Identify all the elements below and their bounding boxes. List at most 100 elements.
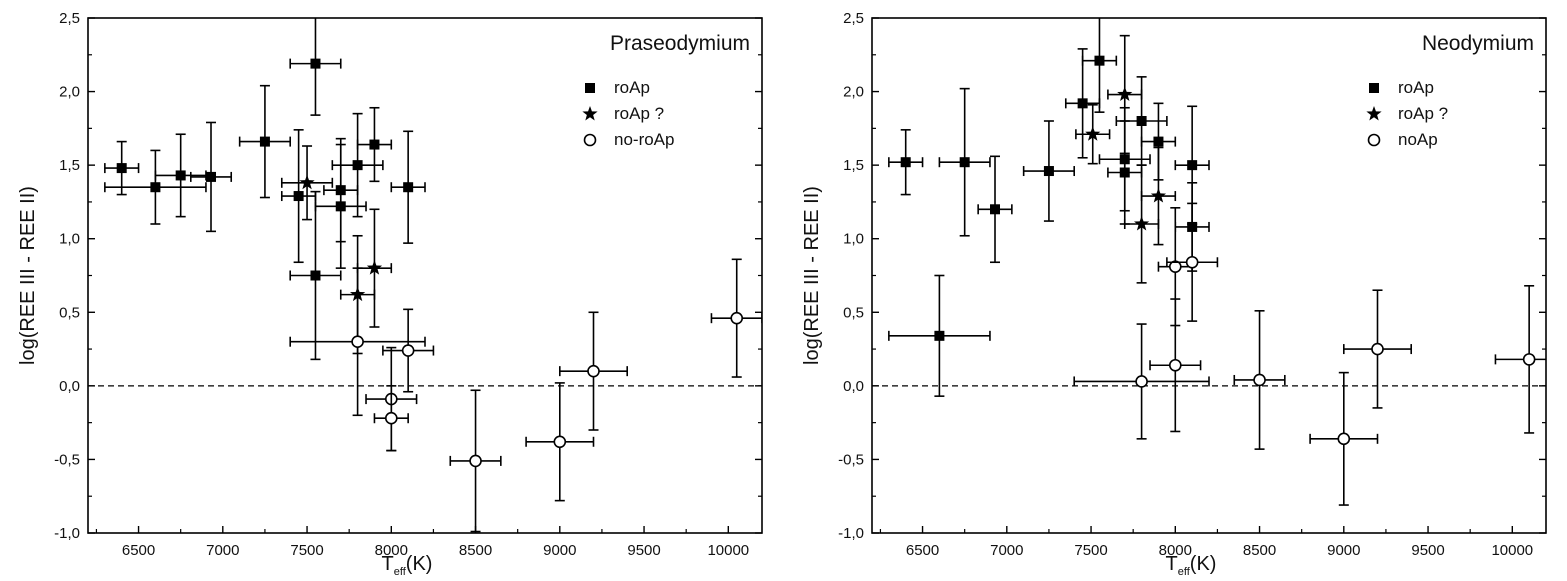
data-point-circle (384, 411, 398, 425)
x-tick-label: 7000 (990, 542, 1023, 559)
y-tick-label: 2,0 (843, 84, 864, 101)
data-point-circle (1253, 373, 1266, 387)
legend-marker-star (582, 106, 598, 121)
data-point-square (352, 160, 363, 171)
data-point-circle (553, 435, 567, 449)
x-tick-label: 9000 (543, 542, 576, 559)
legend-label: roAp ? (1398, 104, 1448, 123)
data-point-square (1119, 167, 1130, 178)
panel-title: Neodymium (1422, 32, 1534, 55)
data-point-square (900, 157, 911, 168)
data-point-circle (1185, 255, 1199, 269)
data-point-square (1094, 55, 1105, 66)
y-tick-label: -1,0 (54, 525, 80, 542)
data-point-square (1187, 160, 1198, 171)
legend-marker-star (1366, 106, 1382, 121)
data-point-circle (1522, 353, 1536, 366)
x-tick-label: 10000 (707, 542, 749, 559)
y-tick-label: 2,0 (59, 84, 80, 101)
x-tick-label: 8000 (1159, 542, 1192, 559)
data-point-square (206, 171, 217, 182)
x-tick-label: 8500 (1243, 542, 1276, 559)
data-point-square (990, 204, 1001, 215)
y-tick-label: 1,5 (843, 157, 864, 174)
data-point-circle (587, 364, 600, 378)
data-point-square (1153, 136, 1164, 147)
data-point-square (310, 58, 321, 69)
legend-label: roAp (1398, 78, 1434, 97)
legend-marker-square (1369, 83, 1379, 93)
data-point-square (959, 157, 970, 168)
y-tick-label: 1,5 (59, 157, 80, 174)
x-tick-label: 7500 (290, 542, 323, 559)
legend-marker-square (585, 83, 595, 93)
data-point-circle (401, 344, 415, 357)
data-point-circle (1337, 432, 1351, 446)
data-point-star (299, 174, 315, 190)
data-point-circle (730, 311, 744, 325)
data-point-star (1117, 86, 1133, 101)
y-tick-label: 0,5 (843, 304, 864, 321)
data-point-square (1077, 98, 1088, 109)
chart-neodymium: 6500 7000 7500 8000 8500 9000 9500 10000 -1,0 -0,… (801, 10, 1547, 578)
data-point-square (403, 182, 414, 193)
data-point-circle (469, 454, 482, 468)
data-point-square (150, 182, 161, 193)
x-axis-title: Teff(K) (1166, 553, 1217, 578)
data-point-square (934, 330, 945, 341)
panel-title: Praseodymium (610, 32, 750, 55)
x-tick-label: 7000 (206, 542, 239, 559)
data-point-square (310, 270, 321, 281)
y-tick-label: 0,0 (59, 378, 80, 395)
data-point-circle (1135, 375, 1148, 388)
x-tick-label: 9500 (1411, 542, 1444, 559)
data-point-square (175, 170, 186, 181)
data-point-star (1150, 188, 1167, 203)
x-tick-label: 7500 (1074, 542, 1107, 559)
x-axis-title: Teff(K) (382, 553, 433, 578)
data-point-square (335, 201, 346, 212)
y-tick-label: -0,5 (54, 451, 80, 468)
x-tick-label: 8000 (375, 542, 408, 559)
plot-frame (871, 17, 1547, 534)
legend-label: roAp ? (614, 104, 664, 123)
x-tick-label: 8500 (459, 542, 492, 559)
legend-label: roAp (614, 78, 650, 97)
y-axis-title: log(REE III - REE II) (17, 186, 39, 365)
y-tick-label: 2,5 (843, 10, 864, 27)
data-point-circle (1371, 342, 1384, 356)
plot-area (872, 18, 1546, 506)
data-point-square (1136, 116, 1147, 126)
x-tick-label: 9000 (1327, 542, 1360, 559)
x-tick-label: 10000 (1491, 542, 1533, 559)
legend-marker-circle (1367, 133, 1381, 147)
data-point-circle (351, 335, 364, 349)
legend-label: noAp (1398, 130, 1438, 149)
y-tick-label: 0,0 (843, 378, 864, 395)
y-tick-label: 2,5 (59, 10, 80, 27)
y-tick-label: -1,0 (838, 525, 864, 542)
data-point-star (366, 260, 383, 275)
y-axis-title: log(REE III - REE II) (801, 186, 823, 365)
y-tick-label: 1,0 (843, 231, 864, 248)
data-point-square (116, 163, 127, 174)
data-point-circle (1168, 358, 1182, 372)
y-tick-label: 0,5 (59, 304, 80, 321)
x-tick-label: 6500 (122, 542, 155, 559)
plot-frame (87, 17, 763, 534)
data-point-star (1133, 216, 1150, 231)
y-tick-label: 1,0 (59, 231, 80, 248)
legend-marker-circle (583, 133, 597, 147)
y-tick-label: -0,5 (838, 451, 864, 468)
data-point-square (259, 136, 270, 147)
plot-area (88, 18, 762, 533)
x-tick-label: 6500 (906, 542, 939, 559)
legend-label: no-roAp (614, 130, 674, 149)
chart-praseodymium: 6500 7000 7500 8000 8500 9000 9500 10000 -1,0 -0,… (17, 10, 763, 578)
x-tick-label: 9500 (627, 542, 660, 559)
data-point-square (369, 139, 380, 150)
data-point-star (1085, 126, 1101, 141)
data-point-circle (1168, 260, 1182, 273)
data-point-square (1043, 166, 1054, 177)
